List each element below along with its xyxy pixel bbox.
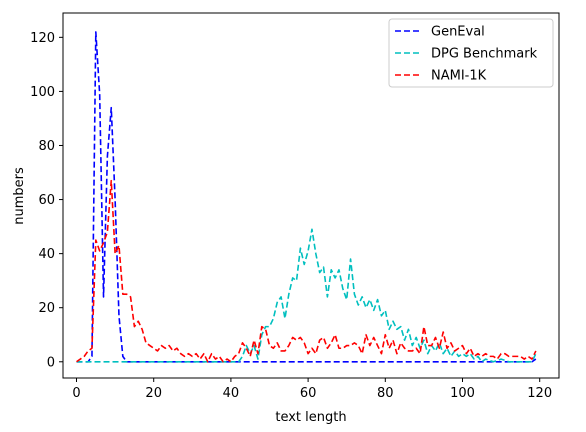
- x-tick-label: 120: [527, 386, 552, 401]
- series-line-1: [76, 228, 537, 363]
- x-tick-label: 0: [72, 386, 80, 401]
- x-tick-label: 20: [145, 386, 162, 401]
- y-tick-label: 100: [30, 85, 55, 100]
- y-axis-label: numbers: [12, 167, 27, 225]
- y-tick-label: 60: [38, 193, 55, 208]
- y-tick-label: 20: [38, 301, 55, 316]
- legend-box: [388, 18, 554, 88]
- plot-layer: [76, 31, 537, 363]
- x-tick-label: 40: [223, 386, 240, 401]
- series-line-0: [76, 31, 537, 363]
- legend: GenEval DPG Benchmark NAMI-1K: [388, 18, 554, 88]
- x-axis-label: text length: [275, 410, 346, 425]
- y-tick-label: 120: [30, 31, 55, 46]
- y-tick-label: 40: [38, 247, 55, 262]
- legend-label: DPG Benchmark: [431, 47, 538, 62]
- legend-items: GenEval DPG Benchmark NAMI-1K: [395, 25, 538, 84]
- plot-frame: [62, 12, 560, 379]
- x-tick-label: 80: [377, 386, 394, 401]
- legend-label: NAMI-1K: [431, 69, 487, 84]
- x-tick-label: 100: [450, 386, 475, 401]
- y-axis-ticks: 0 20 40 60 80 100 120: [30, 31, 63, 370]
- x-axis-ticks: 0 20 40 60 80 100 120: [72, 378, 552, 401]
- series-line-2: [76, 179, 537, 363]
- y-tick-label: 80: [38, 139, 55, 154]
- legend-label: GenEval: [431, 25, 485, 40]
- x-tick-label: 60: [300, 386, 317, 401]
- y-tick-label: 0: [47, 355, 55, 370]
